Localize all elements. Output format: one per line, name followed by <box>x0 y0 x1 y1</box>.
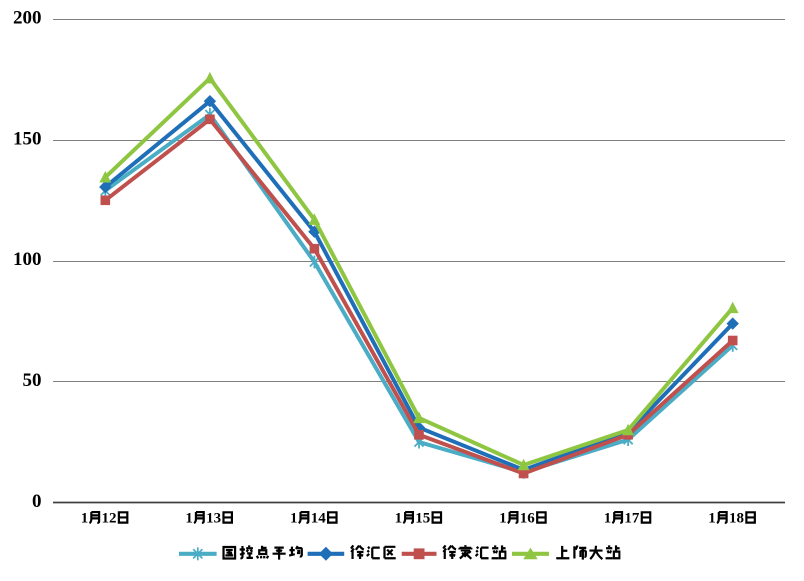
svg-text:17: 17 <box>624 511 640 527</box>
svg-text:1: 1 <box>185 511 193 527</box>
svg-text:1: 1 <box>604 511 612 527</box>
svg-text:0: 0 <box>32 491 42 512</box>
svg-text:50: 50 <box>23 370 42 391</box>
svg-text:100: 100 <box>13 249 42 270</box>
svg-text:200: 200 <box>13 8 42 29</box>
svg-text:15: 15 <box>415 511 430 527</box>
svg-text:150: 150 <box>13 128 42 149</box>
svg-text:14: 14 <box>311 511 327 527</box>
svg-text:1: 1 <box>395 511 403 527</box>
svg-text:12: 12 <box>102 511 117 527</box>
svg-text:1: 1 <box>708 511 716 527</box>
svg-text:1: 1 <box>290 511 298 527</box>
svg-text:1: 1 <box>499 511 507 527</box>
svg-text:18: 18 <box>729 511 744 527</box>
svg-text:13: 13 <box>206 511 221 527</box>
svg-text:1: 1 <box>81 511 89 527</box>
svg-text:16: 16 <box>520 511 536 527</box>
